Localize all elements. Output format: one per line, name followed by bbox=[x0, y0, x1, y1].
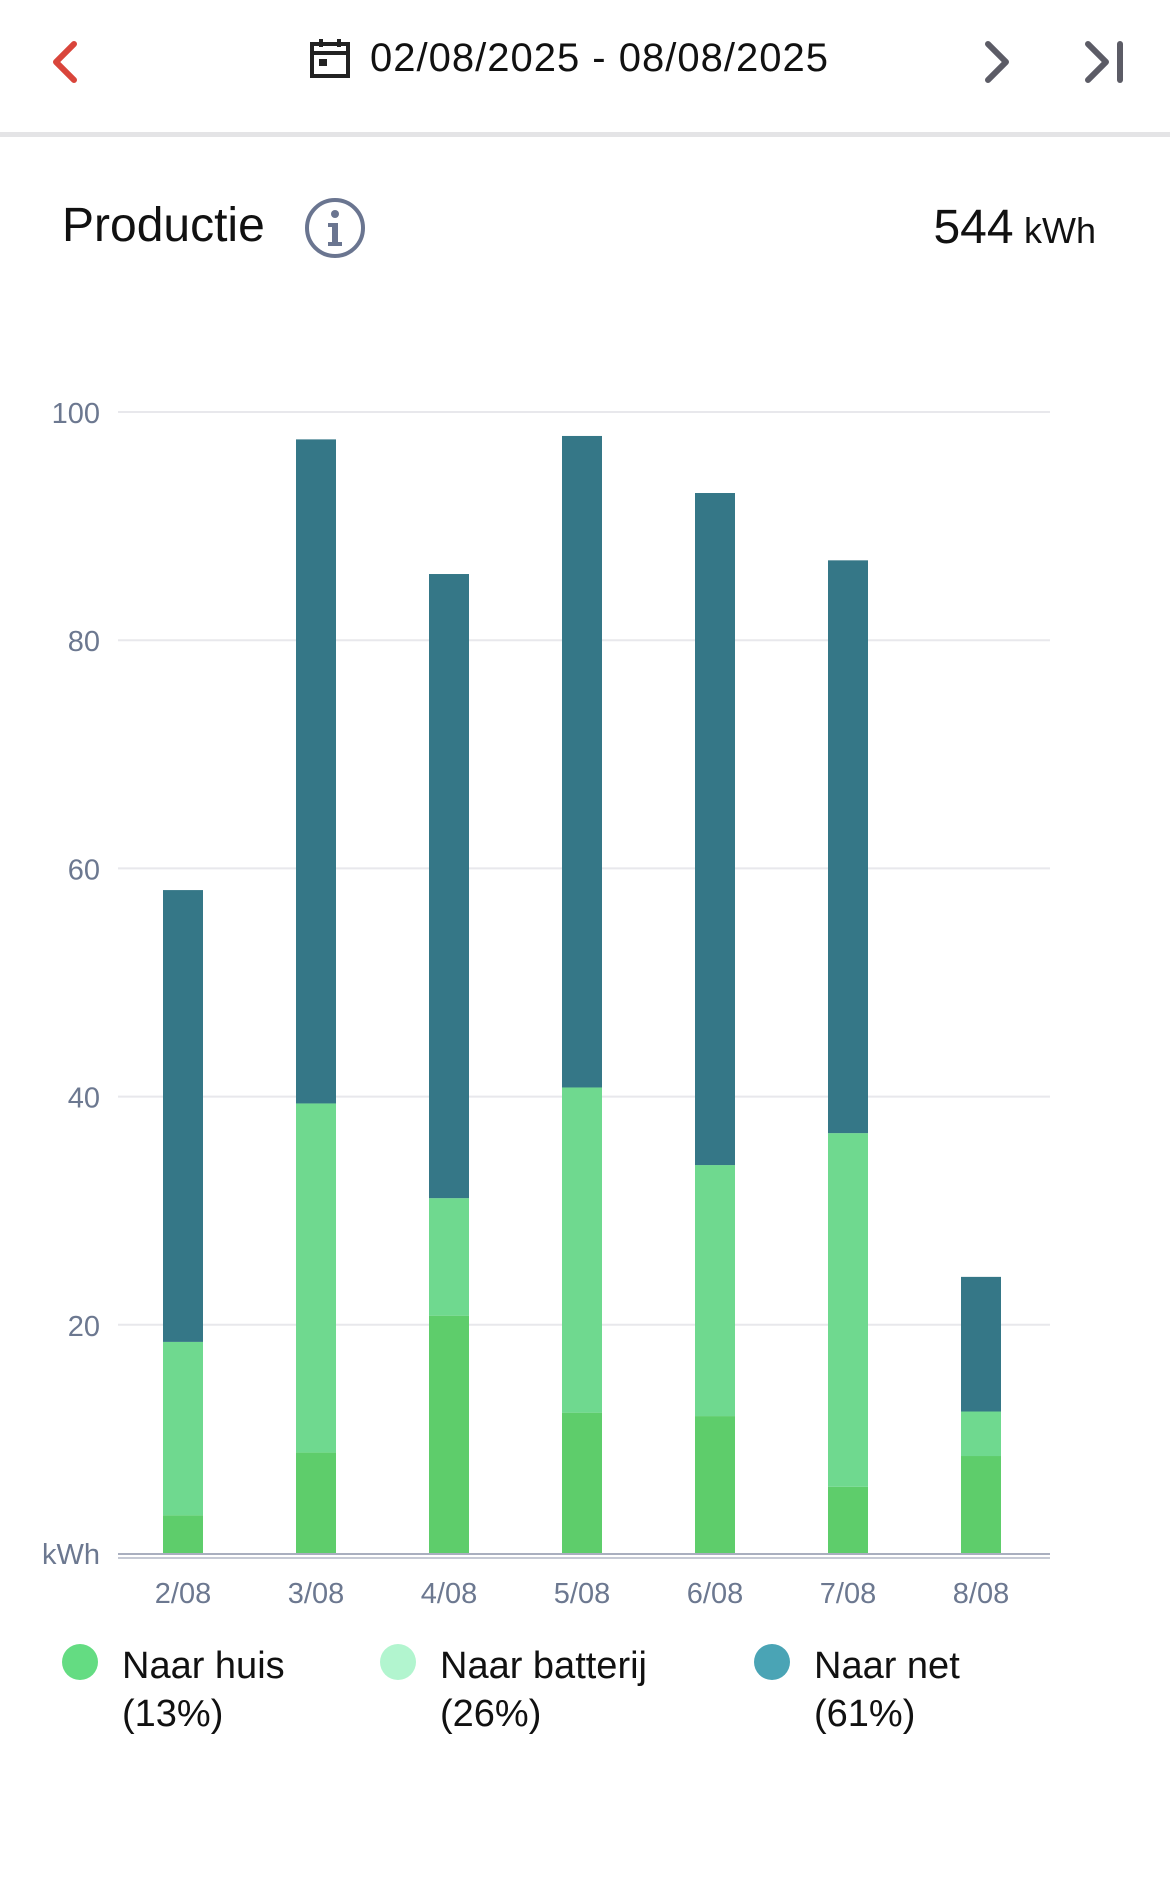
legend-label-naar-huis: Naar huis bbox=[122, 1645, 285, 1687]
legend-label-naar-batterij: Naar batterij bbox=[440, 1645, 647, 1687]
bar-8-08-naar-net[interactable] bbox=[961, 1276, 1001, 1412]
legend-pct-naar-huis: (13%) bbox=[122, 1693, 224, 1735]
date-range-text: 02/08/2025 - 08/08/2025 bbox=[370, 35, 829, 80]
y-tick-label: 80 bbox=[68, 626, 100, 658]
legend-item-naar-huis: Naar huis (13%) bbox=[62, 1642, 285, 1738]
info-circle-icon[interactable] bbox=[303, 196, 367, 260]
bar-5-08-naar-huis[interactable] bbox=[562, 1412, 602, 1553]
section-title: Productie bbox=[62, 199, 265, 252]
bar-7-08-naar-net[interactable] bbox=[828, 560, 868, 1134]
total-value: 544 bbox=[933, 201, 1014, 254]
y-tick-label: 100 bbox=[52, 398, 100, 430]
legend-pct-naar-batterij: (26%) bbox=[440, 1693, 542, 1735]
total-unit: kWh bbox=[1024, 210, 1096, 251]
legend-label-naar-net: Naar net bbox=[814, 1645, 960, 1687]
x-tick-label: 8/08 bbox=[953, 1578, 1009, 1610]
y-tick-label: 20 bbox=[68, 1311, 100, 1343]
calendar-icon bbox=[310, 39, 350, 78]
legend-pct-naar-net: (61%) bbox=[814, 1693, 916, 1735]
legend-dot-naar-batterij bbox=[380, 1644, 416, 1680]
chevron-left-icon[interactable] bbox=[40, 30, 92, 94]
bar-3-08-naar-batterij[interactable] bbox=[296, 1103, 336, 1453]
bar-5-08-naar-batterij[interactable] bbox=[562, 1087, 602, 1413]
production-bar-chart: 100 80 60 40 20 kWh 2/08 3/08 4/08 5/08 6/08 7/08 8/… bbox=[42, 398, 1050, 1610]
y-tick-label: 60 bbox=[68, 854, 100, 886]
x-tick-label: 6/08 bbox=[687, 1578, 743, 1610]
bar-5-08-naar-net[interactable] bbox=[562, 435, 602, 1088]
bar-2-08-naar-batterij[interactable] bbox=[163, 1341, 203, 1516]
x-tick-label: 3/08 bbox=[288, 1578, 344, 1610]
legend-dot-naar-huis bbox=[62, 1644, 98, 1680]
x-tick-label: 4/08 bbox=[421, 1578, 477, 1610]
legend-dot-naar-net bbox=[754, 1644, 790, 1680]
bar-8-08-naar-huis[interactable] bbox=[961, 1456, 1001, 1553]
x-tick-label: 7/08 bbox=[820, 1578, 876, 1610]
total-production: 544 kWh bbox=[933, 200, 1096, 255]
bar-4-08-naar-net[interactable] bbox=[429, 574, 469, 1199]
y-tick-label: kWh bbox=[42, 1539, 100, 1571]
legend-item-naar-net: Naar net (61%) bbox=[754, 1642, 960, 1738]
date-navigation-header: 02/08/2025 - 08/08/2025 bbox=[0, 0, 1170, 137]
bar-6-08-naar-huis[interactable] bbox=[695, 1416, 735, 1553]
bar-3-08-naar-huis[interactable] bbox=[296, 1452, 336, 1553]
bar-3-08-naar-net[interactable] bbox=[296, 439, 336, 1104]
bar-4-08-naar-huis[interactable] bbox=[429, 1315, 469, 1553]
bar-6-08-naar-batterij[interactable] bbox=[695, 1165, 735, 1417]
bar-2-08-naar-huis[interactable] bbox=[163, 1515, 203, 1553]
y-tick-label: 40 bbox=[68, 1083, 100, 1115]
bar-7-08-naar-batterij[interactable] bbox=[828, 1133, 868, 1487]
date-range-selector[interactable]: 02/08/2025 - 08/08/2025 bbox=[308, 28, 829, 88]
x-tick-label: 2/08 bbox=[155, 1578, 211, 1610]
bar-7-08-naar-huis[interactable] bbox=[828, 1486, 868, 1553]
chevron-right-icon[interactable] bbox=[970, 30, 1022, 94]
bar-2-08-naar-net[interactable] bbox=[163, 890, 203, 1342]
bar-8-08-naar-batterij[interactable] bbox=[961, 1411, 1001, 1457]
x-tick-label: 5/08 bbox=[554, 1578, 610, 1610]
bar-6-08-naar-net[interactable] bbox=[695, 493, 735, 1166]
skip-to-end-icon[interactable] bbox=[1078, 30, 1134, 94]
bar-4-08-naar-batterij[interactable] bbox=[429, 1198, 469, 1316]
legend-item-naar-batterij: Naar batterij (26%) bbox=[380, 1642, 647, 1738]
